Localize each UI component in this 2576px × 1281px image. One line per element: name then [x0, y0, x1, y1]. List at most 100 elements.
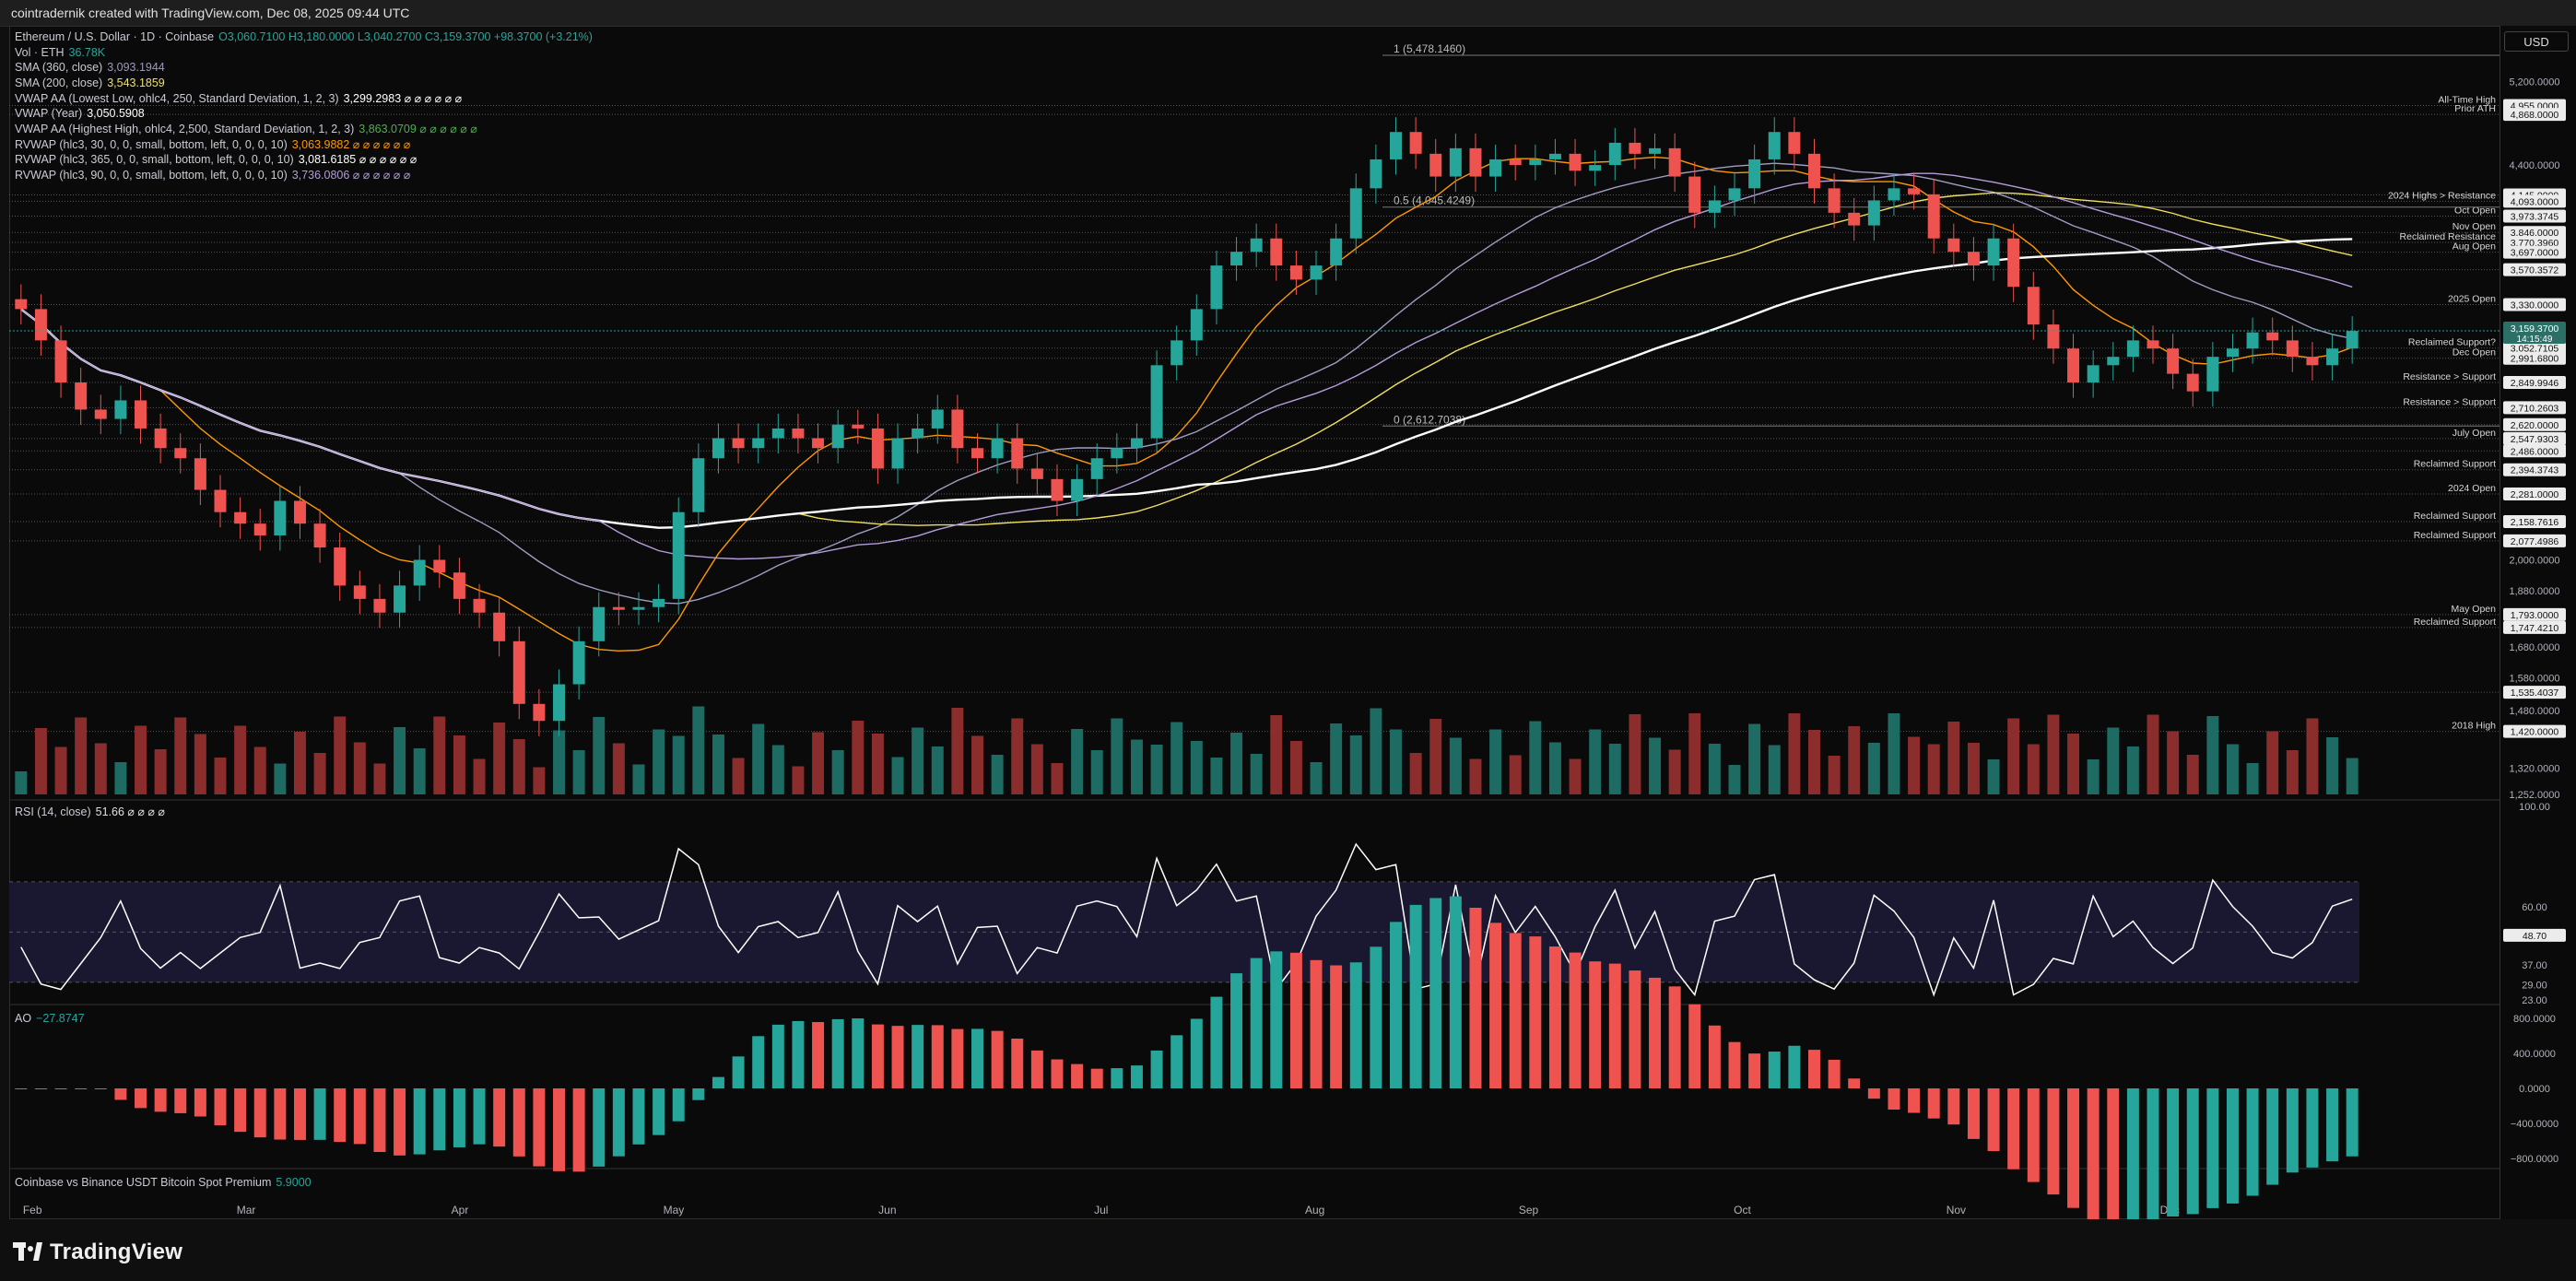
- volume-bar: [2067, 734, 2080, 794]
- volume-bar: [2346, 758, 2358, 794]
- ao-bar: [2326, 1088, 2339, 1162]
- level-label: Reclaimed Support: [2414, 511, 2496, 522]
- rsi-line: [20, 842, 2353, 997]
- volume-bar: [194, 734, 206, 794]
- candle-body: [1947, 238, 1960, 253]
- sma-200-line: [20, 192, 2353, 529]
- level-price-text: 1,747.4210: [2511, 623, 2559, 634]
- price-tick-label: 1,480.0000: [2509, 706, 2559, 717]
- volume-bar: [2147, 714, 2159, 794]
- volume-bar: [1808, 730, 1820, 794]
- legend-label: Vol · ETH: [15, 45, 65, 59]
- volume-bar: [253, 746, 266, 794]
- level-label: 2024 Highs > Resistance: [2388, 190, 2496, 201]
- legend-label: SMA (360, close): [15, 61, 103, 74]
- candle-body: [2167, 348, 2180, 374]
- candle-body: [94, 409, 107, 419]
- volume-bar: [1788, 713, 1801, 794]
- rsi-current-tag: [2503, 928, 2566, 942]
- ao-bar: [2306, 1088, 2319, 1168]
- month-label: Apr: [452, 1204, 469, 1216]
- legend-value: 3,063.9882 ⌀ ⌀ ⌀ ⌀ ⌀ ⌀: [291, 137, 411, 151]
- price-tick-label: 1,252.0000: [2509, 790, 2559, 801]
- volume-bar: [2266, 731, 2279, 794]
- volume-bar: [75, 717, 88, 794]
- volume-bar: [1629, 714, 1641, 794]
- candle-body: [2047, 324, 2060, 349]
- volume-bar: [473, 758, 486, 794]
- volume-bar: [135, 725, 147, 794]
- level-price-text: 4,093.0000: [2511, 196, 2559, 207]
- legend-value: 36.78K: [68, 45, 106, 59]
- ao-bar: [353, 1088, 366, 1145]
- volume-bar: [1947, 722, 1960, 794]
- volume-bar: [1748, 723, 1761, 794]
- ao-bar: [1509, 933, 1522, 1088]
- ao-bar: [1768, 1052, 1781, 1088]
- candle-body: [1130, 438, 1143, 449]
- currency-selector[interactable]: USD: [2504, 31, 2569, 52]
- volume-bar: [334, 716, 347, 794]
- ao-bar: [1748, 1053, 1761, 1088]
- level-label: July Open: [2452, 428, 2496, 439]
- volume-bar: [1150, 745, 1163, 794]
- volume-bar: [214, 758, 227, 794]
- level-price-text: 2,620.0000: [2511, 420, 2559, 431]
- level-price-tag: [2503, 431, 2566, 445]
- volume-bar: [2306, 718, 2319, 794]
- legend-label: Ethereum / U.S. Dollar · 1D · Coinbase: [15, 30, 215, 43]
- volume-bar: [453, 735, 465, 794]
- level-price-text: 2,710.2603: [2511, 403, 2559, 414]
- volume-bar: [1848, 726, 1861, 794]
- volume-bar: [1390, 729, 1402, 794]
- level-price-text: 2,547.9303: [2511, 434, 2559, 445]
- level-label: 2024 Open: [2448, 483, 2496, 494]
- ao-tick-label: 0.0000: [2519, 1084, 2550, 1095]
- level-price-tag: [2503, 534, 2566, 547]
- candle-body: [1668, 147, 1681, 177]
- ao-bar: [871, 1024, 884, 1088]
- candle-body: [274, 500, 287, 535]
- ao-bar: [433, 1088, 446, 1151]
- candle-body: [951, 409, 964, 449]
- volume-bar: [2007, 718, 2020, 794]
- candle-body: [2147, 340, 2159, 349]
- candle-body: [473, 598, 486, 613]
- volume-bar: [1469, 758, 1482, 794]
- ao-bar: [1150, 1050, 1163, 1088]
- legend-value: 3,050.5908: [87, 106, 145, 120]
- legend-label: VWAP AA (Lowest Low, ohlc4, 250, Standar…: [15, 92, 339, 105]
- ao-bar: [1867, 1088, 1880, 1099]
- ao-bar: [15, 1088, 28, 1089]
- volume-bar: [852, 721, 865, 794]
- ao-bar: [174, 1088, 187, 1113]
- candle-body: [2126, 340, 2139, 358]
- ao-bar: [712, 1076, 724, 1088]
- ao-bar: [1608, 963, 1621, 1088]
- ao-bar: [1449, 896, 1462, 1088]
- volume-bar: [94, 743, 107, 794]
- ao-bar: [194, 1088, 206, 1117]
- legend-row: RVWAP (hlc3, 365, 0, 0, small, bottom, l…: [15, 152, 417, 166]
- rsi-value: 51.66 ⌀ ⌀ ⌀ ⌀: [95, 805, 165, 818]
- vwap-year-line: [20, 238, 2353, 529]
- candle-body: [931, 409, 944, 429]
- volume-bar: [871, 734, 884, 794]
- level-price-tag: [2503, 444, 2566, 458]
- candle-body: [2206, 357, 2219, 392]
- volume-bar: [712, 735, 724, 794]
- candle-body: [971, 448, 983, 459]
- tradingview-logo[interactable]: TradingView: [13, 1240, 182, 1265]
- ao-value: −27.8747: [36, 1012, 85, 1025]
- ao-bar: [1051, 1059, 1064, 1088]
- premium-label: Coinbase vs Binance USDT Bitcoin Spot Pr…: [15, 1176, 272, 1189]
- current-price-tag: [2503, 322, 2566, 345]
- candle-body: [1629, 142, 1641, 154]
- ao-label: AO: [15, 1012, 32, 1025]
- candle-body: [1469, 147, 1482, 177]
- legend-label: RVWAP (hlc3, 90, 0, 0, small, bottom, le…: [15, 168, 288, 182]
- ao-bar: [2047, 1088, 2060, 1195]
- rsi-legend: RSI (14, close) 51.66 ⌀ ⌀ ⌀ ⌀: [15, 805, 165, 818]
- volume-bar: [771, 745, 784, 794]
